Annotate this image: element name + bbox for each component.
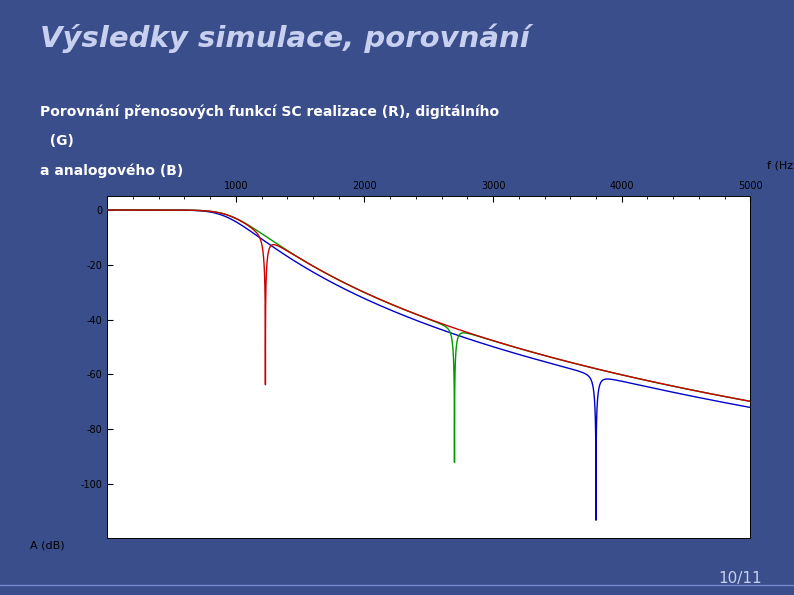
Text: Porovnání přenosových funkcí SC realizace (R), digitálního: Porovnání přenosových funkcí SC realizac…	[40, 104, 499, 118]
Text: a analogového (B): a analogového (B)	[40, 164, 183, 178]
X-axis label: f (Hz): f (Hz)	[767, 161, 794, 171]
Text: (G): (G)	[40, 134, 74, 148]
Text: 10/11: 10/11	[719, 571, 762, 586]
Text: Výsledky simulace, porovnání: Výsledky simulace, porovnání	[40, 24, 530, 54]
Text: A (dB): A (dB)	[30, 541, 64, 551]
